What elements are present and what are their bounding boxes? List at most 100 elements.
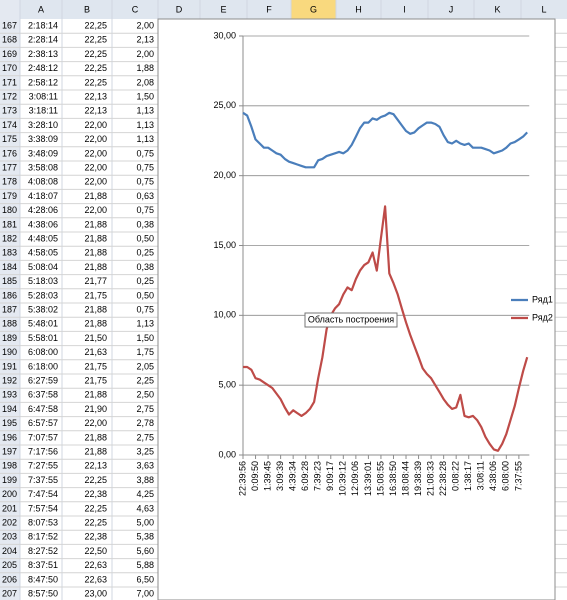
column-header[interactable]: F bbox=[266, 4, 272, 14]
row-number[interactable]: 170 bbox=[2, 63, 17, 73]
row-number[interactable]: 206 bbox=[2, 574, 17, 584]
cell[interactable]: 1,13 bbox=[136, 319, 154, 329]
cell[interactable]: 1,13 bbox=[136, 120, 154, 130]
row-number[interactable]: 178 bbox=[2, 177, 17, 187]
row-number[interactable]: 175 bbox=[2, 134, 17, 144]
cell[interactable]: 4,25 bbox=[136, 489, 154, 499]
chart-area[interactable] bbox=[157, 18, 556, 600]
row-number[interactable]: 181 bbox=[2, 219, 17, 229]
cell[interactable]: 5,88 bbox=[136, 560, 154, 570]
cell[interactable]: 22,25 bbox=[84, 475, 107, 485]
cell[interactable]: 1,75 bbox=[136, 347, 154, 357]
cell[interactable]: 5,00 bbox=[136, 517, 154, 527]
row-number[interactable]: 182 bbox=[2, 233, 17, 243]
row-number[interactable]: 167 bbox=[2, 20, 17, 30]
cell[interactable]: 1,13 bbox=[136, 134, 154, 144]
row-number[interactable]: 185 bbox=[2, 276, 17, 286]
row-number[interactable]: 190 bbox=[2, 347, 17, 357]
row-number[interactable]: 193 bbox=[2, 390, 17, 400]
cell[interactable]: 2:18:14 bbox=[28, 20, 58, 30]
cell[interactable]: 21,88 bbox=[84, 262, 107, 272]
cell[interactable]: 22,50 bbox=[84, 546, 107, 556]
row-number[interactable]: 200 bbox=[2, 489, 17, 499]
cell[interactable]: 6,50 bbox=[136, 574, 154, 584]
cell[interactable]: 5,38 bbox=[136, 532, 154, 542]
cell[interactable]: 3:18:11 bbox=[29, 106, 58, 116]
row-number[interactable]: 172 bbox=[2, 91, 17, 101]
cell[interactable]: 7,00 bbox=[136, 588, 154, 598]
column-header[interactable]: A bbox=[38, 4, 44, 14]
cell[interactable]: 22,25 bbox=[84, 77, 107, 87]
row-number[interactable]: 198 bbox=[2, 461, 17, 471]
cell[interactable]: 6:08:00 bbox=[28, 347, 58, 357]
row-number[interactable]: 191 bbox=[2, 361, 17, 371]
row-number[interactable]: 202 bbox=[2, 517, 17, 527]
cell[interactable]: 0,63 bbox=[136, 191, 154, 201]
cell[interactable]: 2,00 bbox=[136, 20, 154, 30]
cell[interactable]: 22,00 bbox=[84, 162, 107, 172]
cell[interactable]: 8:17:52 bbox=[28, 532, 58, 542]
cell[interactable]: 3,88 bbox=[136, 475, 154, 485]
cell[interactable]: 2,75 bbox=[136, 404, 154, 414]
cell[interactable]: 21,75 bbox=[84, 361, 107, 371]
cell[interactable]: 22,00 bbox=[84, 148, 107, 158]
cell[interactable]: 21,88 bbox=[84, 233, 107, 243]
row-number[interactable]: 207 bbox=[2, 588, 17, 598]
column-header[interactable]: K bbox=[494, 4, 500, 14]
cell[interactable]: 4,63 bbox=[136, 503, 154, 513]
cell[interactable]: 4:58:05 bbox=[28, 248, 58, 258]
cell[interactable]: 7:27:55 bbox=[28, 461, 58, 471]
cell[interactable]: 22,00 bbox=[84, 205, 107, 215]
row-number[interactable]: 196 bbox=[2, 432, 17, 442]
row-number[interactable]: 199 bbox=[2, 475, 17, 485]
cell[interactable]: 5:48:01 bbox=[28, 319, 58, 329]
cell[interactable]: 6:47:58 bbox=[28, 404, 58, 414]
cell[interactable]: 7:47:54 bbox=[28, 489, 58, 499]
cell[interactable]: 21,77 bbox=[84, 276, 107, 286]
cell[interactable]: 3:48:09 bbox=[28, 148, 58, 158]
column-header[interactable]: H bbox=[355, 4, 362, 14]
cell[interactable]: 22,38 bbox=[84, 489, 107, 499]
cell[interactable]: 21,63 bbox=[84, 347, 107, 357]
cell[interactable]: 2,08 bbox=[136, 77, 154, 87]
cell[interactable]: 8:37:51 bbox=[28, 560, 58, 570]
cell[interactable]: 0,38 bbox=[136, 262, 154, 272]
row-number[interactable]: 203 bbox=[2, 532, 17, 542]
cell[interactable]: 21,88 bbox=[84, 319, 107, 329]
cell[interactable]: 4:08:08 bbox=[28, 177, 58, 187]
row-number[interactable]: 171 bbox=[2, 77, 17, 87]
cell[interactable]: 0,50 bbox=[136, 290, 154, 300]
cell[interactable]: 2:28:14 bbox=[28, 35, 58, 45]
cell[interactable]: 0,50 bbox=[136, 233, 154, 243]
row-number[interactable]: 194 bbox=[2, 404, 17, 414]
row-number[interactable]: 184 bbox=[2, 262, 17, 272]
cell[interactable]: 22,00 bbox=[84, 120, 107, 130]
cell[interactable]: 8:27:52 bbox=[28, 546, 58, 556]
row-number[interactable]: 177 bbox=[2, 162, 17, 172]
column-header[interactable]: B bbox=[84, 4, 90, 14]
cell[interactable]: 2,50 bbox=[136, 390, 154, 400]
row-number[interactable]: 197 bbox=[2, 446, 17, 456]
cell[interactable]: 2,75 bbox=[136, 432, 154, 442]
cell[interactable]: 3,25 bbox=[136, 446, 154, 456]
row-number[interactable]: 201 bbox=[2, 503, 17, 513]
column-header[interactable]: G bbox=[310, 4, 317, 14]
cell[interactable]: 3:38:09 bbox=[28, 134, 58, 144]
row-number[interactable]: 168 bbox=[2, 35, 17, 45]
row-number[interactable]: 204 bbox=[2, 546, 17, 556]
cell[interactable]: 22,00 bbox=[84, 177, 107, 187]
row-number[interactable]: 179 bbox=[2, 191, 17, 201]
row-number[interactable]: 186 bbox=[2, 290, 17, 300]
cell[interactable]: 22,25 bbox=[84, 20, 107, 30]
cell[interactable]: 2,05 bbox=[136, 361, 154, 371]
cell[interactable]: 4:18:07 bbox=[28, 191, 58, 201]
cell[interactable]: 22,25 bbox=[84, 503, 107, 513]
cell[interactable]: 4:28:06 bbox=[28, 205, 58, 215]
cell[interactable]: 22,13 bbox=[84, 91, 107, 101]
cell[interactable]: 5:58:01 bbox=[28, 333, 58, 343]
column-header[interactable]: E bbox=[220, 4, 226, 14]
cell[interactable]: 2,00 bbox=[136, 49, 154, 59]
column-header[interactable]: C bbox=[132, 4, 139, 14]
cell[interactable]: 4:48:05 bbox=[28, 233, 58, 243]
cell[interactable]: 6:57:57 bbox=[28, 418, 58, 428]
